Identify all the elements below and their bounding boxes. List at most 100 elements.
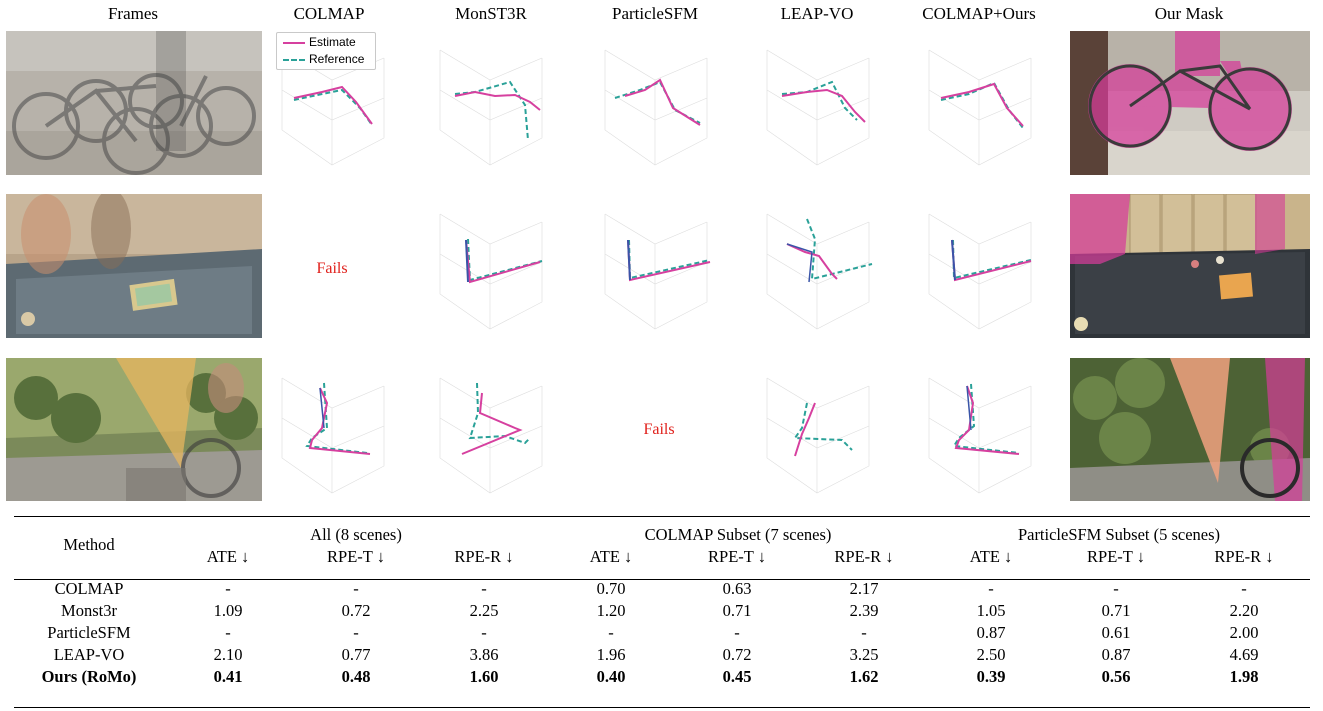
header-leap-vo: LEAP-VO	[780, 4, 854, 23]
frame-image-pool	[6, 194, 262, 338]
results-table: Method All (8 scenes) COLMAP Subset (7 s…	[14, 516, 1310, 688]
value-cell: -	[734, 623, 740, 642]
value-cell: 0.87	[976, 623, 1006, 642]
value-cell: 2.20	[1229, 601, 1259, 620]
value-cell: 1.62	[849, 667, 879, 686]
value-cell: -	[225, 579, 231, 598]
value-cell: 1.96	[596, 645, 626, 664]
value-cell: -	[988, 579, 994, 598]
value-cell: 0.71	[722, 601, 752, 620]
trajectory-plot-monst3r-1	[439, 49, 543, 166]
value-cell: -	[1241, 579, 1247, 598]
trajectory-plot-colmap-3	[281, 377, 385, 494]
value-cell: 1.05	[976, 601, 1006, 620]
table-group-header-row: Method All (8 scenes) COLMAP Subset (7 s…	[14, 516, 1310, 554]
value-cell: 1.09	[213, 601, 243, 620]
mask-image-umbrella	[1070, 358, 1310, 501]
value-cell: -	[608, 623, 614, 642]
value-cell: -	[1113, 579, 1119, 598]
value-cell: 2.39	[849, 601, 879, 620]
trajectory-plot-leap-vo-3	[766, 377, 870, 494]
table-bottom-rule	[14, 707, 1310, 708]
value-cell: 2.10	[213, 645, 243, 664]
value-cell: 2.00	[1229, 623, 1259, 642]
trajectory-plot-leap-vo-1	[766, 49, 870, 166]
metric-header: RPE-R ↓	[834, 547, 894, 566]
group-header-all: All (8 scenes)	[310, 525, 402, 544]
value-cell: -	[481, 579, 487, 598]
header-colmap-ours: COLMAP+Ours	[922, 4, 1036, 23]
table-row: ParticleSFM - - - - - - 0.87 0.61 2.00	[14, 622, 1310, 644]
value-cell: 0.70	[596, 579, 626, 598]
value-cell: 2.25	[469, 601, 499, 620]
value-cell: -	[353, 623, 359, 642]
value-cell: 2.50	[976, 645, 1006, 664]
frame-image-umbrella	[6, 358, 262, 501]
metric-header: RPE-R ↓	[454, 547, 514, 566]
method-header: Method	[63, 535, 115, 554]
value-cell: -	[481, 623, 487, 642]
value-cell: 0.41	[213, 667, 243, 686]
trajectory-plot-leap-vo-2	[766, 213, 873, 330]
metric-header: RPE-R ↓	[1214, 547, 1274, 566]
plot-legend: Estimate Reference	[276, 32, 376, 70]
trajectory-plot-particlesfm-1	[604, 49, 708, 166]
header-particlesfm: ParticleSFM	[612, 4, 698, 23]
value-cell: 0.71	[1101, 601, 1131, 620]
mask-image-pool	[1070, 194, 1310, 338]
value-cell: -	[861, 623, 867, 642]
method-cell: LEAP-VO	[53, 645, 125, 664]
header-frames: Frames	[107, 4, 159, 23]
group-header-colmap-subset: COLMAP Subset (7 scenes)	[644, 525, 832, 544]
value-cell: 0.61	[1101, 623, 1131, 642]
table-mid-rule	[14, 579, 1310, 580]
table-row-ours: Ours (RoMo) 0.41 0.48 1.60 0.40 0.45 1.6…	[14, 666, 1310, 688]
value-cell: 4.69	[1229, 645, 1259, 664]
value-cell: 0.72	[341, 601, 371, 620]
value-cell: 0.77	[341, 645, 371, 664]
metric-header: RPE-T ↓	[327, 547, 385, 566]
trajectory-plot-monst3r-3	[439, 377, 543, 494]
metric-header: ATE ↓	[206, 547, 250, 566]
frame-image-bicycle	[6, 31, 262, 175]
fails-label-colmap: Fails	[316, 260, 348, 277]
value-cell: 0.56	[1101, 667, 1131, 686]
header-monst3r: MonST3R	[455, 4, 527, 23]
trajectory-plot-colmap-ours-3	[928, 377, 1032, 494]
value-cell: 0.48	[341, 667, 371, 686]
table-row: LEAP-VO 2.10 0.77 3.86 1.96 0.72 3.25 2.…	[14, 644, 1310, 666]
group-header-particlesfm-subset: ParticleSFM Subset (5 scenes)	[1017, 525, 1221, 544]
mask-image-bicycle	[1070, 31, 1310, 175]
trajectory-plot-colmap-ours-2	[928, 213, 1032, 330]
fails-label-particlesfm: Fails	[643, 421, 675, 438]
header-colmap: COLMAP	[293, 4, 365, 23]
table-spacer	[14, 568, 1310, 578]
legend-reference: Reference	[309, 52, 365, 66]
table-row: Monst3r 1.09 0.72 2.25 1.20 0.71 2.39 1.…	[14, 600, 1310, 622]
metric-header: ATE ↓	[969, 547, 1013, 566]
value-cell: 1.98	[1229, 667, 1259, 686]
value-cell: 0.45	[722, 667, 752, 686]
trajectory-plot-colmap-ours-1	[928, 49, 1032, 166]
table-row: COLMAP - - - 0.70 0.63 2.17 - - -	[14, 578, 1310, 600]
value-cell: 0.40	[596, 667, 626, 686]
value-cell: 3.25	[849, 645, 879, 664]
value-cell: -	[225, 623, 231, 642]
header-our-mask: Our Mask	[1154, 4, 1224, 23]
legend-estimate: Estimate	[309, 35, 356, 49]
value-cell: 0.63	[722, 579, 752, 598]
table-metric-header-row: ATE ↓ RPE-T ↓ RPE-R ↓ ATE ↓ RPE-T ↓ RPE-…	[14, 546, 1310, 568]
metric-header: ATE ↓	[589, 547, 633, 566]
value-cell: 3.86	[469, 645, 499, 664]
value-cell: -	[353, 579, 359, 598]
method-cell: COLMAP	[54, 579, 124, 598]
value-cell: 0.39	[976, 667, 1006, 686]
value-cell: 1.60	[469, 667, 499, 686]
method-cell: Monst3r	[61, 601, 117, 620]
trajectory-plot-monst3r-2	[439, 213, 543, 330]
value-cell: 2.17	[849, 579, 879, 598]
reference-swatch	[283, 58, 305, 61]
trajectory-plot-particlesfm-2	[604, 213, 711, 330]
estimate-swatch	[283, 41, 305, 44]
metric-header: RPE-T ↓	[1087, 547, 1145, 566]
